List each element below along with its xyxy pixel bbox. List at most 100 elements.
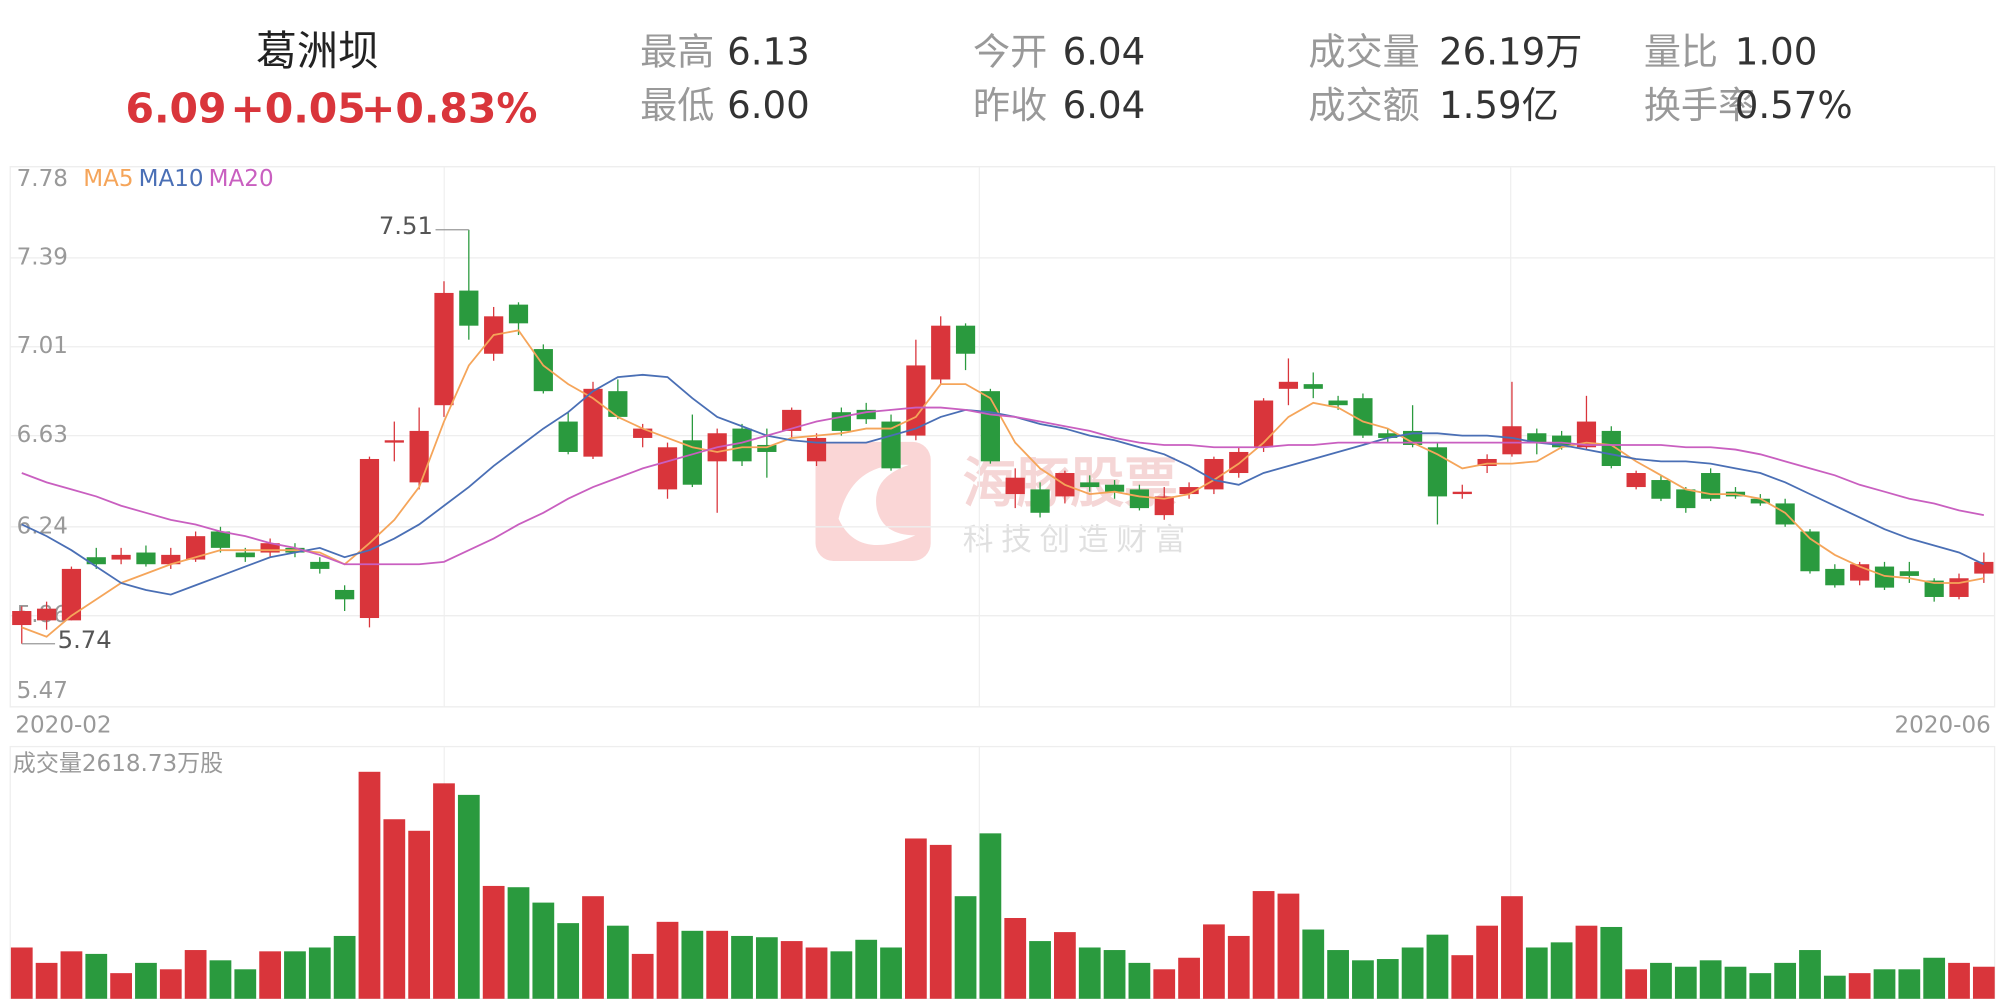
y-tick-label: 7.39 (17, 244, 68, 270)
candle-body (86, 557, 106, 565)
volume-bar (979, 833, 1002, 999)
candle-body (881, 421, 901, 469)
volume-bar (259, 951, 282, 999)
candle-body (806, 437, 827, 462)
candle-body (508, 304, 529, 324)
candle-body (1129, 489, 1150, 509)
candle-body (434, 292, 454, 406)
volume-bar (1376, 959, 1399, 999)
volume-bar (110, 973, 132, 999)
price-panel (9, 166, 1996, 708)
candle-body (1924, 580, 1944, 597)
stat-value: 6.04 (1063, 84, 1146, 127)
volume-bar (408, 830, 431, 999)
volume-bar (929, 844, 952, 999)
volume-bar (1153, 969, 1176, 999)
candle-body (608, 391, 628, 417)
candle-body (1427, 447, 1448, 497)
volume-bar (1724, 966, 1747, 999)
candle-body (906, 365, 926, 436)
volume-bar (1451, 955, 1474, 999)
volume-bar (631, 953, 654, 999)
y-tick-label: 5.47 (17, 678, 68, 704)
candle-body (757, 444, 777, 452)
candle-body (1676, 489, 1696, 509)
volume-bar (333, 935, 356, 999)
stock-name: 葛洲坝 (256, 27, 379, 75)
volume-bar (904, 838, 927, 999)
candle-body (61, 568, 82, 621)
volume-bar (805, 947, 828, 999)
stat-value: 6.13 (727, 30, 810, 73)
candle-body (359, 458, 380, 619)
candle-body (260, 543, 280, 553)
candle-body (1353, 398, 1373, 436)
candle-body (186, 536, 206, 560)
ma-line (21, 329, 1985, 638)
volume-bar (1550, 942, 1573, 999)
candle-body (1253, 400, 1274, 448)
volume-bar (1799, 950, 1821, 999)
candle-body (583, 388, 603, 457)
volume-bar (1501, 896, 1523, 999)
candle-body (931, 325, 951, 380)
candle-body (111, 554, 131, 560)
candle-body (1626, 473, 1646, 488)
candle-body (36, 608, 57, 621)
volume-bar (1525, 947, 1548, 999)
stat-value: 6.04 (1063, 30, 1146, 73)
candle-body (1303, 384, 1323, 389)
volume-bar (1078, 947, 1101, 999)
candle-body (210, 531, 231, 548)
candle-body (732, 428, 752, 462)
stat-value: 26.19万 (1439, 30, 1582, 73)
candle-body (782, 409, 802, 431)
volume-bar (532, 902, 555, 999)
candle-body (1030, 489, 1050, 513)
x-tick-label: 2020-02 (15, 713, 111, 739)
volume-bar (1103, 950, 1126, 999)
volume-bar (1203, 924, 1225, 999)
volume-bar (954, 896, 977, 999)
volume-bar (1923, 957, 1946, 999)
volume-bar (1426, 934, 1449, 999)
volume-bar (1277, 893, 1300, 999)
candle-body (1104, 484, 1125, 492)
volume-bar (1476, 925, 1498, 999)
candle-body (1874, 566, 1895, 588)
volume-bar (1823, 975, 1846, 999)
candle-body (1378, 433, 1398, 438)
volume-bar (209, 960, 232, 999)
volume-bar (855, 939, 878, 999)
volume-bar (1873, 969, 1896, 999)
volume-bar (656, 921, 679, 999)
volume-bar (1600, 926, 1623, 999)
candle-body (136, 552, 156, 565)
volume-bar (482, 885, 505, 999)
candle-body (1576, 421, 1597, 448)
candle-body (955, 325, 976, 354)
ma-line (21, 406, 1985, 566)
volume-bar (1227, 935, 1250, 999)
volume-bar (880, 947, 902, 999)
x-tick-label: 2020-06 (1895, 713, 1991, 739)
volume-bar (1774, 962, 1797, 999)
candle-body (1899, 571, 1919, 576)
volume-bar (1948, 962, 1970, 999)
volume-bar (60, 951, 83, 999)
volume-bar (780, 941, 803, 999)
stat-label: 成交额 (1308, 84, 1419, 127)
price-change: +0.05 (230, 85, 365, 133)
volume-label: 成交量2618.73万股 (13, 751, 223, 777)
volume-bar (85, 953, 108, 999)
candle-body (1278, 381, 1299, 389)
volume-bar (1699, 960, 1722, 999)
candle-body (384, 440, 404, 443)
stat-value: 1.00 (1735, 30, 1818, 73)
volume-bar (1401, 947, 1424, 999)
volume-bar (1302, 929, 1325, 999)
volume-bar (433, 783, 455, 999)
candle-body (1651, 480, 1671, 499)
volume-bar (135, 962, 157, 999)
